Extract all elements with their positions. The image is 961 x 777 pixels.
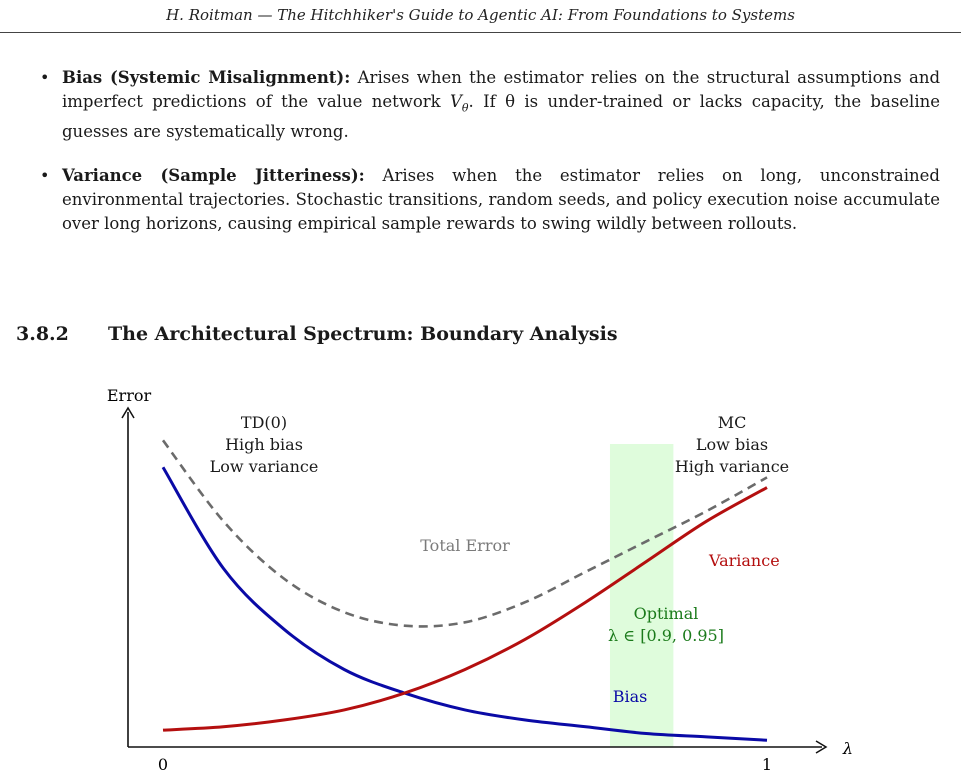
- annotation-line: TD(0): [241, 413, 287, 432]
- section-heading: 3.8.2 The Architectural Spectrum: Boundar…: [16, 323, 618, 345]
- x-axis-label: λ: [842, 739, 853, 758]
- annotation-line: Low bias: [696, 435, 768, 454]
- section-number: 3.8.2: [16, 323, 69, 345]
- x-axis-arrow: [815, 740, 828, 754]
- section-title: The Architectural Spectrum: Boundary Ana…: [108, 323, 618, 345]
- x-tick-label: 0: [158, 755, 168, 774]
- annotation-td0: TD(0) High bias Low variance: [210, 413, 319, 476]
- annotation-optimal: Optimal λ ∈ [0.9, 0.95]: [608, 604, 724, 645]
- x-tick-label: 1: [762, 755, 772, 774]
- y-axis-arrow: [121, 406, 135, 419]
- bullet-list: • Bias (Systemic Misalignment): Arises w…: [40, 66, 940, 256]
- y-axis-label: Error: [107, 386, 152, 405]
- series-layer: [161, 439, 768, 742]
- bullet-variance: • Variance (Sample Jitteriness): Arises …: [40, 164, 940, 236]
- annotation-line: Variance: [708, 551, 780, 570]
- annotation-bias: Bias: [613, 687, 648, 706]
- bullet-text: Arises when the estimator relies on long…: [62, 166, 940, 234]
- annotation-line: Total Error: [420, 536, 510, 555]
- bullet-bias: • Bias (Systemic Misalignment): Arises w…: [40, 66, 940, 144]
- bullet-term: Variance (Sample Jitteriness):: [62, 166, 365, 186]
- bullet-text: Arises when the estimator relies on the …: [62, 68, 941, 111]
- annotation-mc: MC Low bias High variance: [675, 413, 789, 476]
- running-head: H. Roitman — The Hitchhiker's Guide to A…: [166, 6, 795, 24]
- header-rule: [0, 32, 961, 33]
- bullet-dot: •: [40, 166, 50, 186]
- bullet-dot: •: [40, 68, 50, 87]
- optimal-band: [609, 444, 674, 747]
- series-line-variance: [162, 486, 768, 732]
- annotation-total: Total Error: [420, 536, 510, 555]
- bullet-term: Bias (Systemic Misalignment):: [62, 68, 351, 87]
- annotation-line: λ ∈ [0.9, 0.95]: [608, 626, 724, 645]
- series-line-total-error: [161, 439, 768, 628]
- annotation-line: High bias: [225, 435, 303, 454]
- annotation-variance: Variance: [708, 551, 780, 570]
- annotation-layer: TD(0) High bias Low variance MC Low bias High…: [210, 413, 789, 706]
- annotation-line: Low variance: [210, 457, 319, 476]
- annotation-line: MC: [718, 413, 747, 432]
- annotation-line: Bias: [613, 687, 648, 706]
- bullet-text: . If θ is under-trained or lacks capacit…: [62, 92, 941, 142]
- math-subscript: θ: [461, 101, 469, 115]
- bias-variance-chart: Error λ 0 1 TD(0) High bias Low variance MC…: [107, 386, 853, 774]
- math-symbol: V: [450, 92, 462, 111]
- series-line-bias: [161, 466, 768, 742]
- annotation-line: Optimal: [634, 604, 699, 623]
- annotation-line: High variance: [675, 457, 789, 476]
